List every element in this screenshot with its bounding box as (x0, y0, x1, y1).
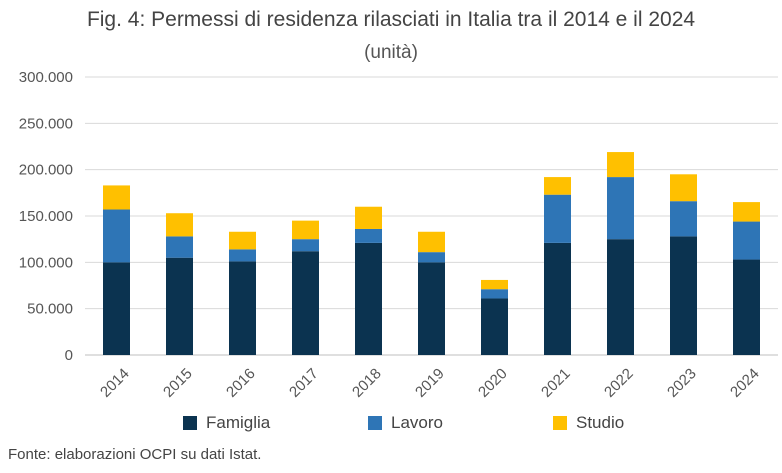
source-note: Fonte: elaborazioni OCPI su dati Istat. (8, 446, 262, 463)
y-tick-label: 0 (65, 347, 73, 364)
legend-label-studio: Studio (576, 413, 625, 432)
bar-famiglia-2024 (733, 259, 760, 355)
bar-famiglia-2014 (103, 262, 130, 355)
bar-studio-2017 (292, 220, 319, 240)
bar-studio-2021 (544, 177, 571, 195)
bar-lavoro-2024 (733, 221, 760, 260)
bar-famiglia-2020 (481, 298, 508, 355)
x-tick-label: 2015 (160, 365, 196, 401)
bar-studio-2020 (481, 279, 508, 290)
bar-lavoro-2023 (670, 201, 697, 237)
bar-famiglia-2016 (229, 261, 256, 355)
bar-lavoro-2016 (229, 249, 256, 262)
x-tick-label: 2022 (601, 365, 637, 401)
bar-studio-2018 (355, 206, 382, 229)
bar-famiglia-2015 (166, 257, 193, 355)
bar-lavoro-2017 (292, 239, 319, 252)
bar-studio-2024 (733, 202, 760, 222)
bar-studio-2015 (166, 213, 193, 237)
y-tick-label: 100.000 (19, 254, 73, 271)
legend-swatch-studio (553, 416, 567, 430)
bar-studio-2023 (670, 174, 697, 202)
x-tick-label: 2017 (286, 365, 322, 401)
x-tick-label: 2023 (664, 365, 700, 401)
y-tick-label: 250.000 (19, 115, 73, 132)
bar-famiglia-2023 (670, 236, 697, 355)
bar-lavoro-2014 (103, 209, 130, 263)
y-tick-label: 300.000 (19, 69, 73, 86)
bar-lavoro-2022 (607, 177, 634, 240)
chart-subtitle: (unità) (364, 42, 418, 63)
bar-famiglia-2017 (292, 251, 319, 355)
legend-item-lavoro: Lavoro (368, 413, 443, 433)
legend: Famiglia Lavoro Studio (0, 413, 782, 437)
bar-lavoro-2018 (355, 228, 382, 243)
x-tick-label: 2019 (412, 365, 448, 401)
x-tick-label: 2021 (538, 365, 574, 401)
bar-lavoro-2019 (418, 252, 445, 263)
bar-lavoro-2015 (166, 236, 193, 258)
chart-title: Fig. 4: Permessi di residenza rilasciati… (86, 8, 696, 31)
bar-famiglia-2018 (355, 242, 382, 355)
bar-studio-2014 (103, 185, 130, 210)
x-tick-label: 2014 (97, 365, 133, 401)
x-tick-label: 2016 (223, 365, 259, 401)
y-tick-label: 150.000 (19, 208, 73, 225)
bar-lavoro-2020 (481, 289, 508, 299)
legend-item-famiglia: Famiglia (183, 413, 270, 433)
x-tick-label: 2024 (727, 365, 763, 401)
legend-swatch-famiglia (183, 416, 197, 430)
legend-label-lavoro: Lavoro (391, 413, 443, 432)
bar-famiglia-2022 (607, 239, 634, 355)
bar-studio-2022 (607, 152, 634, 178)
bar-lavoro-2021 (544, 194, 571, 243)
legend-swatch-lavoro (368, 416, 382, 430)
y-tick-label: 200.000 (19, 162, 73, 179)
y-tick-label: 50.000 (27, 301, 73, 318)
legend-item-studio: Studio (553, 413, 624, 433)
legend-label-famiglia: Famiglia (206, 413, 271, 432)
bar-famiglia-2021 (544, 242, 571, 355)
x-tick-label: 2020 (475, 365, 511, 401)
bar-studio-2016 (229, 231, 256, 250)
x-tick-label: 2018 (349, 365, 385, 401)
bar-studio-2019 (418, 231, 445, 253)
bar-famiglia-2019 (418, 262, 445, 355)
